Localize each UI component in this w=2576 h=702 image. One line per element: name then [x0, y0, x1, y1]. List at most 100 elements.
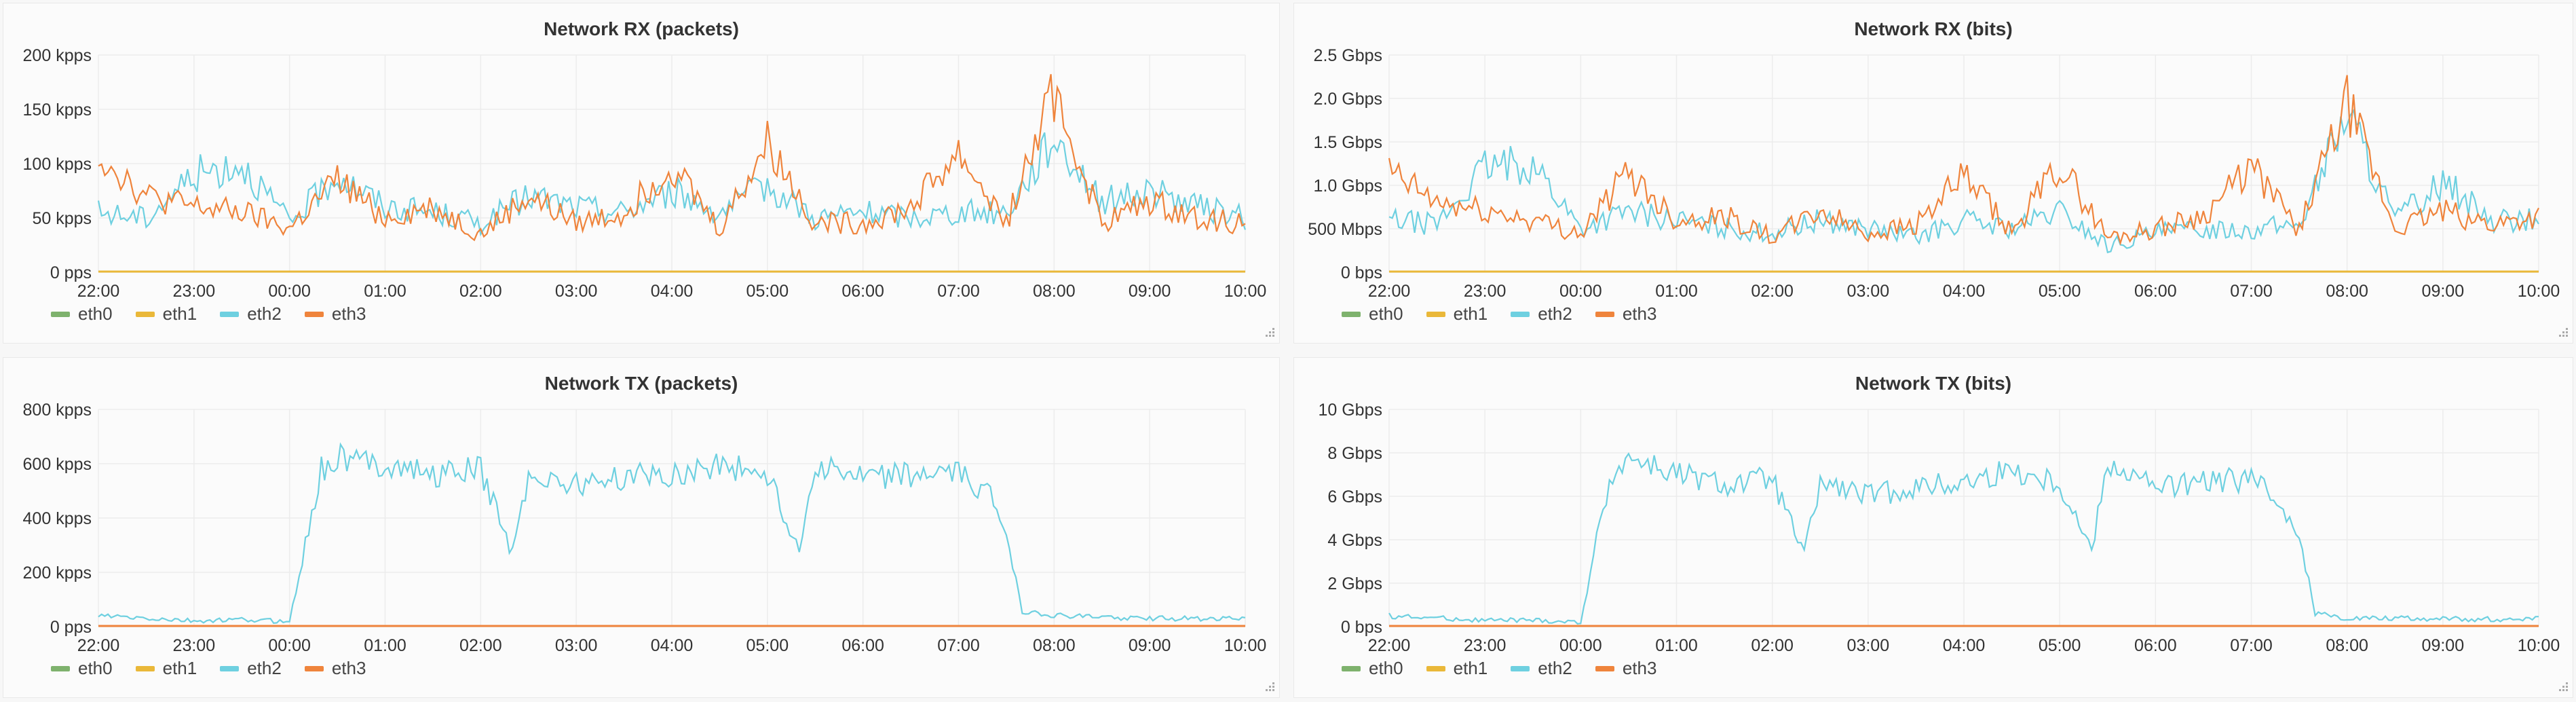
legend-item-eth2[interactable]: eth2: [1511, 658, 1572, 679]
x-tick-label: 10:00: [2518, 282, 2560, 301]
x-tick-label: 01:00: [364, 282, 406, 301]
legend-item-eth1[interactable]: eth1: [135, 658, 197, 679]
x-tick-label: 10:00: [1224, 636, 1267, 655]
x-tick-label: 10:00: [2518, 636, 2560, 655]
x-tick-label: 03:00: [555, 282, 598, 301]
x-tick-label: 08:00: [1033, 282, 1076, 301]
x-tick-label: 01:00: [1655, 282, 1698, 301]
legend-swatch: [1426, 311, 1445, 317]
legend-item-eth2[interactable]: eth2: [1511, 303, 1572, 325]
y-tick-label: 0 bps: [1341, 263, 1382, 282]
legend-swatch: [1595, 665, 1614, 671]
legend-label: eth3: [1622, 658, 1657, 678]
legend: eth0 eth1 eth2 eth3: [1342, 303, 1656, 325]
y-tick-label: 200 kpps: [23, 46, 92, 65]
x-tick-label: 05:00: [746, 282, 789, 301]
x-tick-label: 00:00: [1559, 282, 1602, 301]
legend: eth0 eth1 eth2 eth3: [1342, 658, 1656, 679]
legend-label: eth2: [1538, 658, 1572, 678]
resize-handle-icon[interactable]: [2556, 327, 2569, 339]
series-line-eth2: [97, 132, 1247, 237]
x-tick-label: 22:00: [1368, 636, 1411, 655]
x-tick-label: 05:00: [2039, 282, 2081, 301]
legend-item-eth3[interactable]: eth3: [304, 303, 366, 325]
y-tick-label: 100 kpps: [23, 155, 92, 174]
y-tick-label: 2.0 Gbps: [1314, 90, 1382, 109]
x-tick-label: 07:00: [937, 636, 980, 655]
legend-item-eth2[interactable]: eth2: [220, 303, 282, 325]
legend-item-eth2[interactable]: eth2: [220, 658, 282, 679]
legend-item-eth0[interactable]: eth0: [51, 303, 113, 325]
x-tick-label: 00:00: [268, 636, 311, 655]
x-tick-label: 00:00: [268, 282, 311, 301]
resize-handle-icon[interactable]: [1263, 327, 1275, 339]
legend-item-eth1[interactable]: eth1: [135, 303, 197, 325]
chart-plot: 0 bps 2 Gbps 4 Gbps 6 Gbps 8 Gbps 10 Gbps 22:0…: [1318, 401, 2560, 655]
x-tick-label: 04:00: [1943, 282, 1986, 301]
x-tick-label: 02:00: [1751, 282, 1794, 301]
y-tick-label: 600 kpps: [23, 455, 92, 474]
legend-label: eth3: [1622, 303, 1657, 324]
x-tick-label: 03:00: [1847, 282, 1890, 301]
legend-item-eth1[interactable]: eth1: [1426, 303, 1488, 325]
legend-label: eth0: [78, 303, 113, 324]
legend-label: eth2: [247, 303, 282, 324]
x-tick-label: 02:00: [459, 636, 502, 655]
legend-swatch: [135, 311, 155, 317]
y-tick-label: 1.0 Gbps: [1314, 177, 1382, 196]
x-tick-label: 07:00: [937, 282, 980, 301]
x-tick-label: 22:00: [77, 636, 120, 655]
panel-network-tx-packets: Network TX (packets) 0 pps 200 kpps 400 kp…: [3, 357, 1280, 698]
panel-title[interactable]: Network TX (bits): [1855, 373, 2012, 394]
x-tick-label: 05:00: [746, 636, 789, 655]
legend-swatch: [1342, 665, 1361, 671]
x-tick-label: 04:00: [1943, 636, 1986, 655]
panel-title[interactable]: Network RX (packets): [544, 18, 739, 39]
y-tick-label: 0 pps: [50, 263, 92, 282]
x-tick-label: 10:00: [1224, 282, 1267, 301]
y-tick-label: 50 kpps: [32, 209, 92, 228]
x-tick-label: 22:00: [1368, 282, 1411, 301]
x-tick-label: 02:00: [459, 282, 502, 301]
resize-handle-icon[interactable]: [1263, 681, 1275, 693]
legend-swatch: [220, 665, 240, 671]
y-tick-label: 8 Gbps: [1327, 444, 1382, 463]
series-line-eth2: [1388, 452, 2539, 625]
panel-title[interactable]: Network TX (packets): [544, 373, 738, 394]
legend-item-eth0[interactable]: eth0: [1342, 658, 1403, 679]
legend-swatch: [135, 665, 155, 671]
panel-title[interactable]: Network RX (bits): [1854, 18, 2013, 39]
x-tick-label: 07:00: [2230, 636, 2273, 655]
series-line-eth3: [98, 74, 1246, 242]
x-tick-label: 09:00: [2422, 282, 2465, 301]
legend-swatch: [1511, 665, 1530, 671]
x-tick-label: 03:00: [555, 636, 598, 655]
legend-label: eth3: [331, 658, 366, 678]
x-tick-label: 08:00: [2326, 636, 2368, 655]
legend-swatch: [304, 311, 324, 317]
legend-label: eth1: [1453, 303, 1488, 324]
x-tick-label: 23:00: [1464, 636, 1507, 655]
x-tick-label: 04:00: [651, 636, 694, 655]
y-tick-label: 200 kpps: [23, 564, 92, 583]
legend-item-eth3[interactable]: eth3: [1595, 303, 1657, 325]
y-tick-label: 2 Gbps: [1327, 574, 1382, 593]
legend-item-eth1[interactable]: eth1: [1426, 658, 1488, 679]
x-tick-label: 00:00: [1559, 636, 1602, 655]
legend-item-eth0[interactable]: eth0: [51, 658, 113, 679]
legend-label: eth2: [247, 658, 282, 678]
series-line-eth3: [1388, 75, 2539, 246]
legend-label: eth1: [162, 303, 197, 324]
legend-swatch: [1511, 311, 1530, 317]
x-tick-label: 23:00: [1464, 282, 1507, 301]
legend-item-eth3[interactable]: eth3: [1595, 658, 1657, 679]
x-tick-label: 07:00: [2230, 282, 2273, 301]
legend-item-eth3[interactable]: eth3: [304, 658, 366, 679]
x-tick-label: 03:00: [1847, 636, 1890, 655]
chart-plot: 0 pps 50 kpps 100 kpps 150 kpps 200 kpps 22:0…: [23, 46, 1267, 301]
y-tick-label: 10 Gbps: [1318, 401, 1382, 420]
legend-item-eth0[interactable]: eth0: [1342, 303, 1403, 325]
y-tick-label: 1.5 Gbps: [1314, 133, 1382, 152]
x-tick-label: 06:00: [2134, 282, 2177, 301]
resize-handle-icon[interactable]: [2556, 681, 2569, 693]
